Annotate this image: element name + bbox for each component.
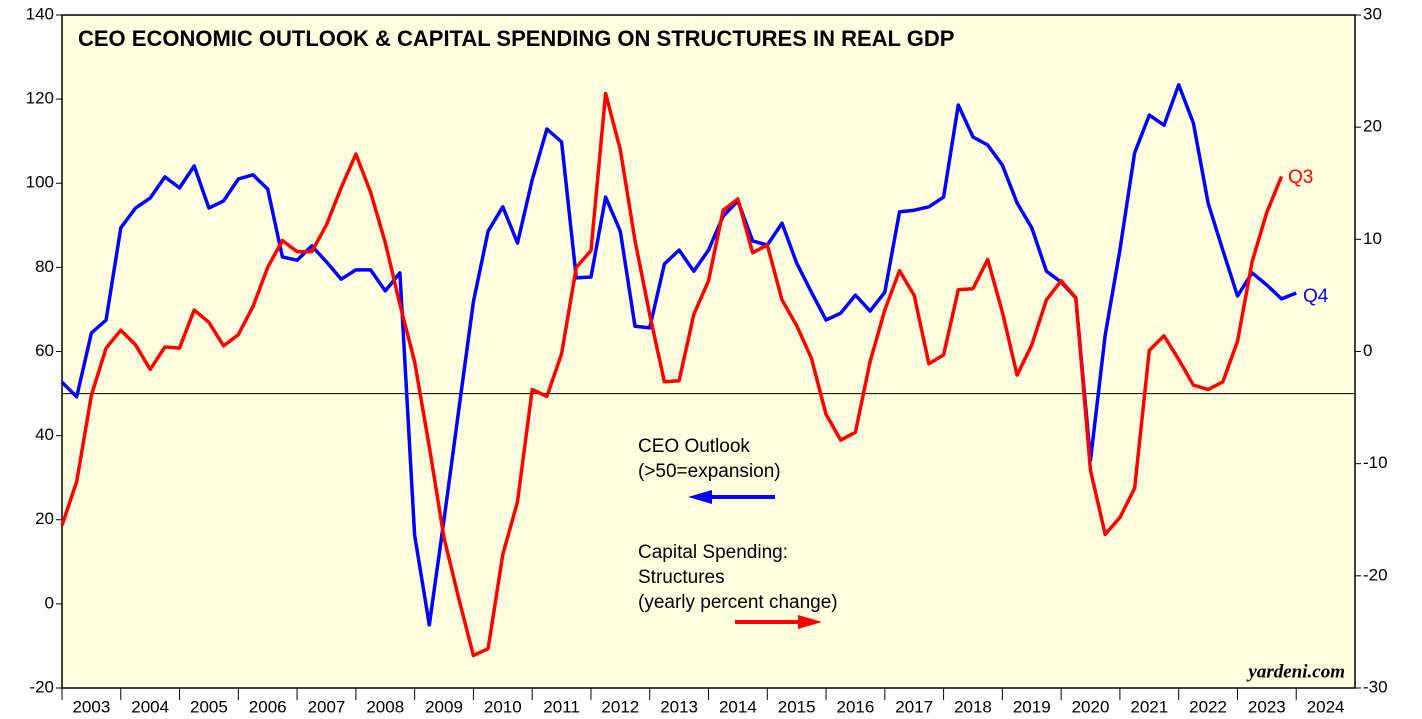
y-tick-label: 40	[35, 425, 54, 444]
arrow-head	[798, 615, 822, 629]
series-line	[60, 91, 1284, 658]
x-tick-label: 2024	[1307, 697, 1345, 716]
y-tick-label: 140	[26, 4, 54, 23]
x-tick-label: 2009	[425, 697, 463, 716]
x-tick-label: 2023	[1248, 697, 1286, 716]
plot-area	[61, 14, 1356, 689]
y-tick-label: -20	[29, 677, 54, 696]
x-tick-label: 2022	[1189, 697, 1227, 716]
x-tick-label: 2017	[895, 697, 933, 716]
x-tick-label: 2004	[131, 697, 169, 716]
x-tick-label: 2012	[601, 697, 639, 716]
y-tick-label: 80	[35, 257, 54, 276]
y2-tick-label: 10	[1363, 229, 1382, 248]
x-tick-label: 2016	[837, 697, 875, 716]
y-tick-label: 60	[35, 341, 54, 360]
y-tick-label: 0	[45, 593, 54, 612]
y2-tick-label: -10	[1363, 453, 1388, 472]
y2-tick-label: -20	[1363, 565, 1388, 584]
series-end-label: Q4	[1303, 286, 1329, 307]
source: yardeni.com	[1246, 661, 1345, 682]
x-tick-label: 2015	[778, 697, 816, 716]
x-tick-label: 2018	[954, 697, 992, 716]
annotation: Structures	[638, 567, 725, 588]
x-tick-label: 2014	[719, 697, 757, 716]
chart-title: CEO ECONOMIC OUTLOOK & CAPITAL SPENDING …	[78, 26, 954, 51]
x-tick-label: 2003	[72, 697, 110, 716]
y2-tick-label: 0	[1363, 341, 1372, 360]
annotation: (>50=expansion)	[638, 461, 781, 482]
x-tick-label: 2008	[366, 697, 404, 716]
annotation: Capital Spending:	[638, 542, 788, 563]
x-tick-label: 2006	[249, 697, 287, 716]
x-tick-label: 2005	[190, 697, 228, 716]
x-tick-label: 2013	[660, 697, 698, 716]
y-tick-label: 100	[26, 173, 54, 192]
annotation: CEO Outlook	[638, 436, 750, 457]
y2-tick-label: 20	[1363, 117, 1382, 136]
x-tick-label: 2019	[1013, 697, 1051, 716]
series-end-label: Q3	[1288, 167, 1313, 188]
x-tick-label: 2011	[543, 697, 580, 716]
annotation: (yearly percent change)	[638, 592, 838, 613]
x-tick-label: 2007	[308, 697, 346, 716]
x-tick-label: 2021	[1130, 697, 1168, 716]
y-tick-label: 120	[26, 89, 54, 108]
y2-tick-label: 30	[1363, 4, 1382, 23]
x-tick-label: 2020	[1072, 697, 1110, 716]
y2-tick-label: -30	[1363, 677, 1388, 696]
arrow-head	[688, 490, 712, 504]
y-tick-label: 20	[35, 509, 54, 528]
x-tick-label: 2010	[484, 697, 522, 716]
